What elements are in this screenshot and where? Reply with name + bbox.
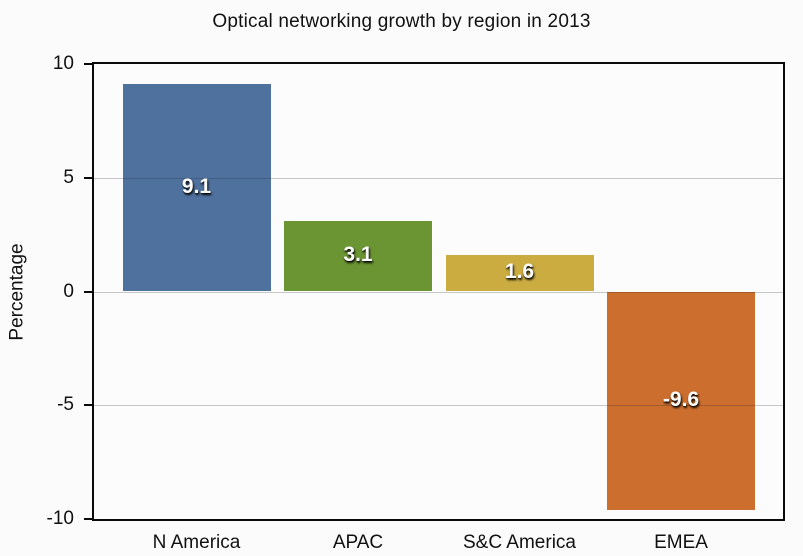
gridline — [94, 177, 783, 179]
x-category-label-apac: APAC — [332, 532, 384, 553]
y-tick-label: 0 — [63, 280, 74, 302]
y-axis-tick — [84, 518, 92, 520]
bar-s-c-america — [445, 255, 594, 292]
y-axis-tick — [84, 404, 92, 407]
x-category-label-n-america: N America — [152, 532, 241, 553]
y-tick-label: 10 — [52, 53, 74, 74]
y-axis-tick — [84, 176, 92, 179]
chart-title: Optical networking growth by region in 2… — [212, 11, 591, 32]
y-axis-tick — [84, 290, 92, 293]
plot-area: 9.1 3.1 1.6 -9.6 — [92, 62, 785, 521]
bar-value-label: 3.1 — [343, 243, 373, 267]
gridline — [94, 405, 783, 407]
bar-value-label: 9.1 — [181, 174, 212, 198]
y-axis-tick — [84, 63, 92, 65]
bar-value-label: -9.6 — [662, 387, 700, 411]
x-category-label-emea: EMEA — [654, 532, 708, 553]
bar-n-america — [122, 84, 271, 292]
bar-emea — [607, 291, 755, 510]
bar-apac — [284, 220, 432, 292]
x-category-label-s-c-america: S&C America — [463, 532, 576, 553]
gridline — [94, 291, 783, 293]
y-tick-label: -10 — [46, 508, 74, 529]
y-tick-label: -5 — [57, 394, 74, 416]
bar-value-label: 1.6 — [504, 260, 535, 284]
y-tick-label: 5 — [63, 166, 74, 188]
